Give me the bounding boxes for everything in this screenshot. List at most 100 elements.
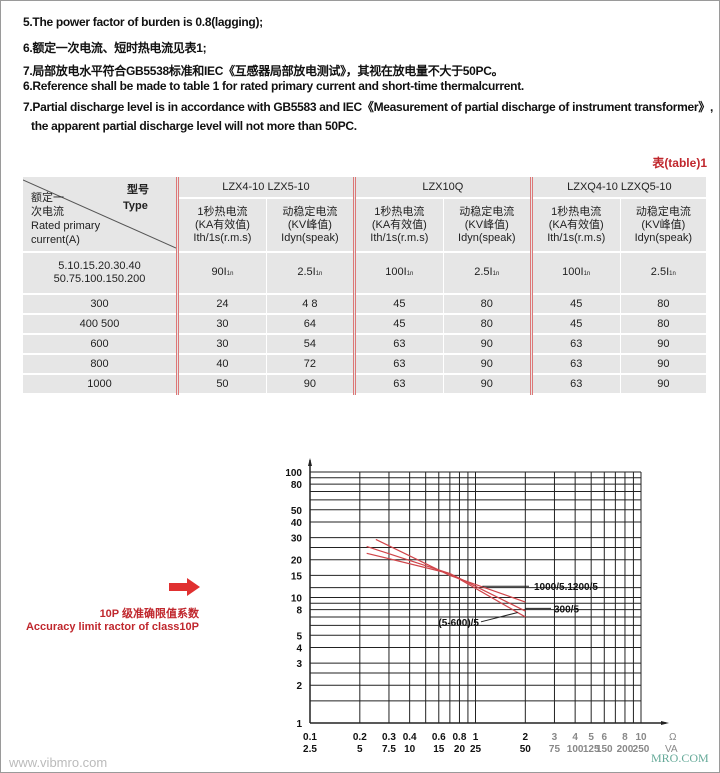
- current-cell: 400 500: [23, 314, 178, 335]
- type-en: Type: [123, 200, 148, 212]
- x-tick-label-va: 7.5: [382, 744, 396, 755]
- note-en-6: 6.Reference shall be made to table 1 for…: [23, 79, 524, 93]
- value-cell: 80: [442, 314, 532, 335]
- y-tick-label: 50: [291, 506, 303, 517]
- table-row: 400 500 30 64 45 80 45 80: [23, 314, 706, 335]
- x-unit-va: VA: [665, 744, 678, 755]
- current-line: 5.10.15.20.30.40: [58, 260, 141, 272]
- sub-header-line: 1秒热电流: [197, 205, 248, 218]
- table-row: 1000 50 90 63 90 63 90: [23, 374, 706, 395]
- value-cell: 90: [619, 334, 706, 355]
- sub-header-line: Idyn(speak): [634, 231, 693, 244]
- sub-header-line: (KV峰值): [287, 218, 332, 231]
- value-cell: 80: [442, 294, 532, 315]
- value-cell: 45: [352, 294, 444, 315]
- x-tick-label-ohm: 2: [523, 732, 529, 743]
- value-cell: 90: [619, 374, 706, 395]
- watermark-logo: MRO.COM: [651, 751, 709, 765]
- x-tick-label-ohm: 3: [552, 732, 558, 743]
- value-cell: 63: [529, 354, 621, 375]
- sub-header-line: 动稳定电流: [459, 205, 515, 218]
- x-tick-label-va: 5: [357, 744, 363, 755]
- note-cn-7: 7.局部放电水平符合GB5538标准和IEC《互感器局部放电测试》，其视在放电量…: [23, 64, 504, 78]
- table-label: 表(table)1: [652, 156, 707, 170]
- sub-header-line: Ith/1s(r.m.s): [193, 231, 252, 244]
- value-cell: 40: [176, 354, 267, 375]
- sub-header-line: (KA有效值): [194, 218, 250, 231]
- y-tick-label: 8: [296, 606, 302, 617]
- x-tick-label-ohm: 1: [473, 732, 479, 743]
- watermark: www.vibmro.com: [9, 755, 108, 770]
- value-subscript: 1n: [406, 270, 414, 277]
- y-tick-label: 1: [296, 719, 302, 730]
- note-power-factor: 5.The power factor of burden is 0.8(lagg…: [23, 15, 263, 29]
- current-cn-2: 次电流: [31, 206, 64, 218]
- series-line: [366, 545, 526, 612]
- table-row: 300 24 4 8 45 80 45 80: [23, 294, 706, 315]
- value-cell: 2.5I1n: [442, 252, 532, 295]
- sub-header-line: (KV峰值): [464, 218, 509, 231]
- x-tick-label-va: 25: [470, 744, 482, 755]
- y-tick-label: 30: [291, 534, 303, 545]
- sub-header-line: Ith/1s(r.m.s): [547, 231, 606, 244]
- value-cell: 2.5I1n: [619, 252, 706, 295]
- series-label: (5-600)/5: [438, 618, 479, 629]
- x-tick-label-ohm: 0.1: [303, 732, 317, 743]
- rating-table: 型号 Type 额定一 次电流 Rated primary current(A)…: [23, 177, 706, 395]
- table-row: 800 40 72 63 90 63 90: [23, 354, 706, 375]
- value-cell: 30: [176, 334, 267, 355]
- value-main: 2.5I: [297, 265, 316, 278]
- sub-header-line: Idyn(speak): [458, 231, 516, 244]
- value-subscript: 1n: [226, 270, 234, 277]
- sub-header-line: 动稳定电流: [635, 205, 691, 218]
- current-line: 50.75.100.150.200: [53, 273, 146, 285]
- x-tick-label-ohm: 0.4: [403, 732, 417, 743]
- value-cell: 45: [529, 294, 621, 315]
- x-tick-label-ohm: 6: [602, 732, 608, 743]
- x-tick-label-va: 125: [583, 744, 600, 755]
- x-tick-label-va: 50: [520, 744, 532, 755]
- value-cell: 63: [529, 374, 621, 395]
- sub-header: 1秒热电流 (KA有效值) Ith/1s(r.m.s): [352, 198, 444, 253]
- x-tick-label-ohm: 0.2: [353, 732, 367, 743]
- value-subscript: 1n: [492, 270, 500, 277]
- series-line: [375, 538, 526, 603]
- y-tick-label: 4: [296, 643, 302, 654]
- sub-header-line: (KA有效值): [371, 218, 427, 231]
- value-main: 100I: [562, 265, 584, 278]
- sub-header: 动稳定电流 (KV峰值) Idyn(speak): [265, 198, 355, 253]
- value-cell: 90I1n: [176, 252, 267, 295]
- y-axis-arrow-icon: [308, 458, 312, 466]
- value-cell: 72: [265, 354, 355, 375]
- value-cell: 90: [265, 374, 355, 395]
- sub-header-line: Idyn(speak): [281, 231, 339, 244]
- diagonal-line: [23, 179, 176, 249]
- x-tick-label-ohm: 0.8: [453, 732, 467, 743]
- value-cell: 24: [176, 294, 267, 315]
- sub-header: 1秒热电流 (KA有效值) Ith/1s(r.m.s): [176, 198, 267, 253]
- value-cell: 45: [352, 314, 444, 335]
- value-main: 2.5I: [650, 265, 670, 278]
- value-cell: 90: [619, 354, 706, 375]
- value-cell: 90: [442, 334, 532, 355]
- x-tick-label-ohm: 0.6: [432, 732, 446, 743]
- corner-cell: 型号 Type 额定一 次电流 Rated primary current(A): [23, 177, 178, 253]
- x-tick-label-va: 2.5: [303, 744, 317, 755]
- value-cell: 63: [352, 374, 444, 395]
- y-tick-label: 10: [291, 594, 303, 605]
- y-tick-label: 80: [291, 480, 303, 491]
- current-cell: 600: [23, 334, 178, 355]
- accuracy-limit-chart: 123458101520304050801000.12.50.250.37.50…: [285, 458, 678, 755]
- x-tick-label-va: 20: [454, 744, 466, 755]
- sub-header: 动稳定电流 (KV峰值) Idyn(speak): [442, 198, 532, 253]
- y-tick-label: 15: [291, 571, 303, 582]
- current-cell: 300: [23, 294, 178, 315]
- arrow-right-icon: [169, 578, 200, 596]
- x-tick-label-va: 100: [567, 744, 584, 755]
- group-header: LZX4-10 LZX5-10: [176, 177, 355, 199]
- value-cell: 45: [529, 314, 621, 335]
- note-en-7b: the apparent partial discharge level wil…: [31, 119, 357, 133]
- value-cell: 50: [176, 374, 267, 395]
- y-tick-label: 5: [296, 631, 302, 642]
- x-tick-label-ohm: 8: [622, 732, 628, 743]
